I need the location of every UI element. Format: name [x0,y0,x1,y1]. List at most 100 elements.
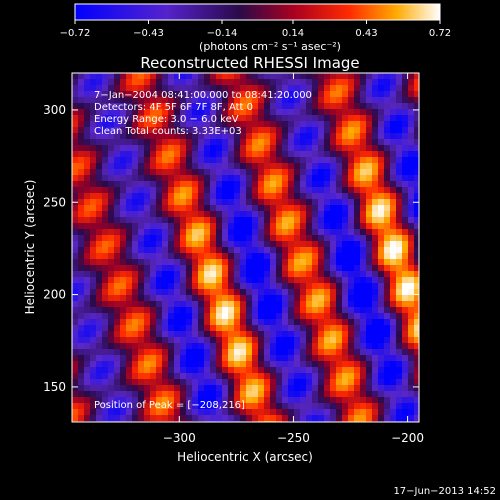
heatmap-cell [414,295,419,302]
heatmap-cell [96,295,103,302]
heatmap-cell [168,313,175,320]
heatmap-cell [108,97,115,104]
heatmap-cell [306,91,313,98]
heatmap-cell [306,307,313,314]
heatmap-cell [198,97,205,104]
heatmap-cell [210,343,217,350]
heatmap-cell [216,289,223,296]
heatmap-cell [150,337,157,344]
heatmap-cell [222,271,229,278]
heatmap-cell [408,79,415,86]
heatmap-cell [198,115,205,122]
heatmap-cell [366,277,373,284]
heatmap-cell [72,109,79,116]
annotation-line: Detectors: 4F 5F 6F 7F 8F, Att 0 [94,102,253,113]
heatmap-cell [72,409,79,416]
heatmap-cell [144,397,151,404]
heatmap-cell [294,271,301,278]
heatmap-cell [120,397,127,404]
heatmap-cell [366,325,373,332]
heatmap-cell [348,307,355,314]
heatmap-cell [372,103,379,110]
heatmap-cell [396,241,403,248]
heatmap-cell [276,139,283,146]
heatmap-cell [306,415,313,422]
heatmap-cell [192,319,199,326]
heatmap-cell [396,367,403,374]
heatmap-cell [318,385,325,392]
heatmap-cell [396,211,403,218]
heatmap-cell [366,283,373,290]
heatmap-cell [120,127,127,134]
heatmap-cell [252,247,259,254]
heatmap-cell [72,91,79,98]
heatmap-cell [90,379,97,386]
heatmap-cell [168,367,175,374]
heatmap-cell [96,163,103,170]
heatmap-cell [366,223,373,230]
heatmap-cell [198,391,205,398]
heatmap-cell [174,175,181,182]
heatmap-cell [222,187,229,194]
heatmap-cell [252,139,259,146]
heatmap-cell [378,163,385,170]
heatmap-cell [270,241,277,248]
heatmap-cell [360,199,367,206]
heatmap-cell [90,223,97,230]
heatmap-cell [84,247,91,254]
heatmap-cell [354,283,361,290]
heatmap-cell [156,151,163,158]
heatmap-cell [396,385,403,392]
heatmap-cell [138,235,145,242]
heatmap-cell [402,223,409,230]
heatmap-cell [294,337,301,344]
heatmap-cell [78,157,85,164]
y-tick-label: 300 [43,103,66,117]
heatmap-cell [210,115,217,122]
heatmap-cell [318,265,325,272]
heatmap-cell [228,289,235,296]
heatmap-cell [318,235,325,242]
heatmap-cell [354,91,361,98]
heatmap-cell [90,271,97,278]
heatmap-cell [144,301,151,308]
heatmap-cell [120,349,127,356]
heatmap-cell [258,97,265,104]
heatmap-cell [288,73,295,80]
heatmap-cell [390,409,397,416]
heatmap-cell [132,397,139,404]
heatmap-cell [264,217,271,224]
heatmap-cell [408,133,415,140]
heatmap-cell [174,307,181,314]
heatmap-cell [276,115,283,122]
heatmap-cell [90,97,97,104]
heatmap-cell [132,79,139,86]
heatmap-cell [414,133,419,140]
heatmap-cell [324,73,331,80]
heatmap-cell [222,397,229,404]
heatmap-cell [84,373,91,380]
heatmap-cell [318,109,325,116]
heatmap-cell [108,151,115,158]
heatmap-cell [150,205,157,212]
heatmap-cell [96,133,103,140]
heatmap-cell [246,277,253,284]
heatmap-cell [120,199,127,206]
heatmap-cell [378,379,385,386]
heatmap-cell [258,391,265,398]
heatmap-cell [150,253,157,260]
heatmap-cell [138,187,145,194]
heatmap-cell [282,307,289,314]
heatmap-cell [390,343,397,350]
heatmap-cell [402,235,409,242]
heatmap-cell [336,229,343,236]
heatmap-cell [246,169,253,176]
heatmap-cell [186,169,193,176]
heatmap-cell [330,313,337,320]
heatmap-cell [204,97,211,104]
heatmap-cell [324,253,331,260]
heatmap-cell [120,73,127,80]
heatmap-cell [186,91,193,98]
heatmap-cell [330,169,337,176]
heatmap-cell [282,253,289,260]
